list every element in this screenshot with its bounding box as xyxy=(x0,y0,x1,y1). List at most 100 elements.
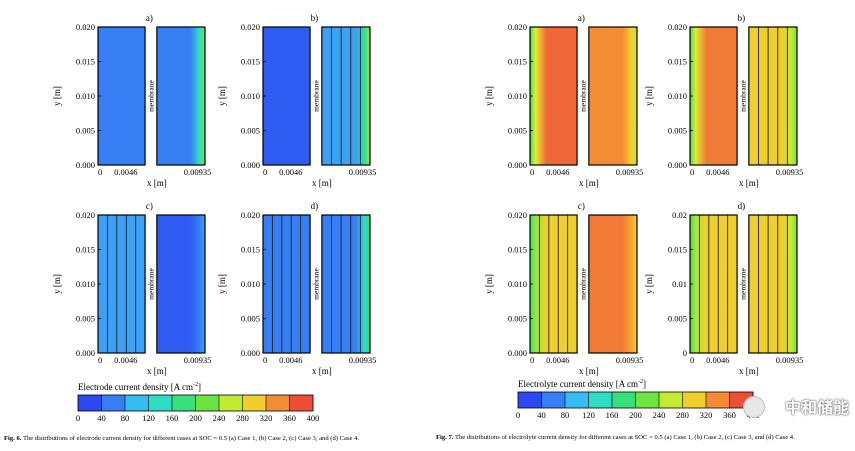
colorbar-tick-label: 80 xyxy=(121,413,130,423)
colorbar-segment xyxy=(565,392,589,408)
panel-d: membrane d) 0 0.005 0.01 0.015 0.02 y [m] 0 0.004… xyxy=(644,201,803,376)
right-electrode-field xyxy=(748,27,797,165)
colorbar-tick-label: 0 xyxy=(76,413,80,423)
panel-c: membrane c) 0.000 0.005 0.010 0.015 0.020 y [m]… xyxy=(484,201,643,376)
fig7-caption-label: Fig. 7. xyxy=(436,434,454,441)
y-tick-label: 0.010 xyxy=(241,279,260,289)
y-tick-label: 0.000 xyxy=(508,348,527,358)
colorbar-unit-exponent: -2 xyxy=(638,379,643,385)
colorbar-tick-label: 360 xyxy=(283,413,296,423)
colorbar-tick-label: 240 xyxy=(653,410,666,420)
y-axis-label: y [m] xyxy=(52,86,62,106)
colorbar-tick-label: 200 xyxy=(189,413,202,423)
x-tick-label: 0.00935 xyxy=(616,167,644,177)
y-tick-label: 0.020 xyxy=(241,210,260,220)
x-tick-label: 0 xyxy=(263,167,267,177)
y-axis-label: y [m] xyxy=(484,86,494,106)
colorbar-segment xyxy=(518,392,542,408)
panel-a: membrane a) 0.000 0.005 0.010 0.015 0.020 y [m]… xyxy=(52,13,211,188)
y-tick-label: 0.010 xyxy=(76,91,95,101)
left-electrode-field xyxy=(690,27,738,165)
fig6-caption: Fig. 6. The distributions of electrode c… xyxy=(4,435,359,442)
y-tick-label: 0.010 xyxy=(508,279,527,289)
left-electrode-field xyxy=(530,215,578,353)
electrode-frame xyxy=(588,26,638,166)
colorbar-frame xyxy=(77,394,314,412)
panel-label: d) xyxy=(311,201,319,211)
colorbar-label: Electrolyte current density [A cm-2] xyxy=(518,379,646,389)
membrane-label: membrane xyxy=(311,268,320,300)
colorbar-tick-label: 40 xyxy=(97,413,106,423)
colorbar-segment xyxy=(541,392,566,408)
colorbar-tick-label: 160 xyxy=(606,410,619,420)
x-tick-label: 0.0046 xyxy=(114,355,137,365)
y-axis-label: y [m] xyxy=(217,86,227,106)
y-axis-label: y [m] xyxy=(484,274,494,294)
panel-c: membrane c) 0.000 0.005 0.010 0.015 0.020 y [m]… xyxy=(52,201,211,376)
x-tick-label: 0.0046 xyxy=(706,167,729,177)
colorbar-tick-label: 120 xyxy=(582,410,595,420)
electrode-frame xyxy=(748,26,798,166)
membrane-gap xyxy=(737,214,749,354)
fig6-caption-label: Fig. 6. xyxy=(4,435,22,442)
colorbar-segment xyxy=(125,395,149,411)
y-tick-label: 0.020 xyxy=(76,210,95,220)
electrode-frame xyxy=(588,214,638,354)
membrane-label: membrane xyxy=(738,268,747,300)
membrane-label: membrane xyxy=(311,80,320,112)
y-axis-label: y [m] xyxy=(52,274,62,294)
membrane-gap xyxy=(577,26,589,166)
x-axis-label: x [m] xyxy=(147,178,167,188)
colorbar-segment xyxy=(289,395,314,411)
watermark-logo-icon xyxy=(743,396,765,418)
x-tick-label: 0.0046 xyxy=(279,355,302,365)
x-tick-label: 0 xyxy=(530,167,534,177)
y-tick-label: 0.005 xyxy=(668,126,687,136)
colorbar-tick-label: 200 xyxy=(629,410,642,420)
colorbar-tick-label: 40 xyxy=(537,410,546,420)
y-tick-label: 0.015 xyxy=(76,245,95,255)
colorbar: Electrode current density [A cm-2] 0 40 80 1… xyxy=(76,382,320,423)
y-tick-label: 0.015 xyxy=(668,57,687,67)
y-tick-label: 0.005 xyxy=(508,314,527,324)
electrode-frame xyxy=(156,26,206,166)
figure-fig7: membrane a) 0.000 0.005 0.010 0.015 0.020 y [m]… xyxy=(484,13,803,420)
colorbar-tick-label: 240 xyxy=(213,413,226,423)
x-tick-label: 0 xyxy=(690,167,694,177)
left-electrode-field xyxy=(263,27,311,165)
y-tick-label: 0.020 xyxy=(508,210,527,220)
y-tick-label: 0.000 xyxy=(76,160,95,170)
x-tick-label: 0.00935 xyxy=(184,355,212,365)
electrode-frame xyxy=(321,26,371,166)
x-axis-label: x [m] xyxy=(312,178,332,188)
membrane-gap xyxy=(310,26,322,166)
y-tick-label: 0.010 xyxy=(241,91,260,101)
colorbar-segment xyxy=(682,392,707,408)
x-tick-label: 0 xyxy=(263,355,267,365)
colorbar-segment xyxy=(101,395,126,411)
colorbar-label: Electrode current density [A cm-2] xyxy=(78,382,201,392)
colorbar-tick-label: 320 xyxy=(260,413,273,423)
y-tick-label: 0.000 xyxy=(668,160,687,170)
colorbar-segment xyxy=(706,392,730,408)
colorbar-tick-label: 80 xyxy=(561,410,570,420)
x-axis-label: x [m] xyxy=(739,366,759,376)
panel-b: membrane b) 0.000 0.005 0.010 0.015 0.020 y [m]… xyxy=(644,13,803,188)
panel-label: c) xyxy=(146,201,153,211)
colorbar-unit-exponent: -2 xyxy=(193,382,198,388)
colorbar-tick-label: 360 xyxy=(723,410,736,420)
panel-label: a) xyxy=(578,13,585,23)
y-axis-label: y [m] xyxy=(644,86,654,106)
electrode-frame xyxy=(748,214,798,354)
y-tick-label: 0.020 xyxy=(508,22,527,32)
membrane-label: membrane xyxy=(578,80,587,112)
colorbar-segment xyxy=(242,395,267,411)
x-tick-label: 0.0046 xyxy=(114,167,137,177)
right-electrode-field xyxy=(156,215,205,353)
electrode-frame xyxy=(321,214,371,354)
panel-label: b) xyxy=(311,13,319,23)
right-electrode-field xyxy=(588,27,637,165)
x-tick-label: 0.00935 xyxy=(184,167,212,177)
left-electrode-field xyxy=(98,215,146,353)
